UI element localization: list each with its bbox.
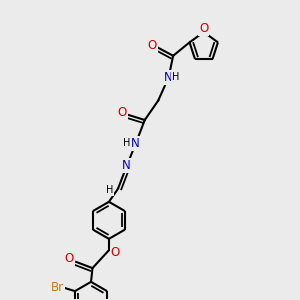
Text: O: O bbox=[148, 39, 157, 52]
Text: O: O bbox=[199, 22, 208, 35]
Text: H: H bbox=[172, 72, 179, 82]
Text: O: O bbox=[64, 252, 74, 265]
Text: N: N bbox=[122, 159, 130, 172]
Text: N: N bbox=[164, 71, 172, 84]
Text: N: N bbox=[131, 137, 140, 150]
Text: O: O bbox=[111, 246, 120, 259]
Text: Br: Br bbox=[50, 281, 64, 294]
Text: O: O bbox=[117, 106, 127, 119]
Text: H: H bbox=[106, 185, 113, 195]
Text: H: H bbox=[123, 138, 130, 148]
